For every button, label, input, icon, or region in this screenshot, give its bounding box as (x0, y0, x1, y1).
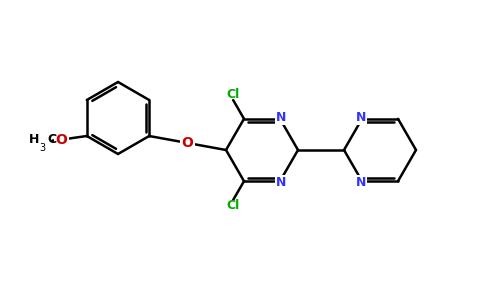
Text: C: C (47, 133, 57, 146)
Text: N: N (356, 176, 366, 189)
Text: N: N (276, 111, 286, 124)
Text: O: O (56, 133, 68, 147)
Text: Cl: Cl (227, 200, 240, 212)
Text: 3: 3 (40, 142, 46, 153)
Text: Cl: Cl (227, 88, 240, 100)
Text: O: O (182, 136, 194, 150)
Text: N: N (356, 111, 366, 124)
Text: H: H (29, 133, 40, 146)
Text: N: N (276, 176, 286, 189)
